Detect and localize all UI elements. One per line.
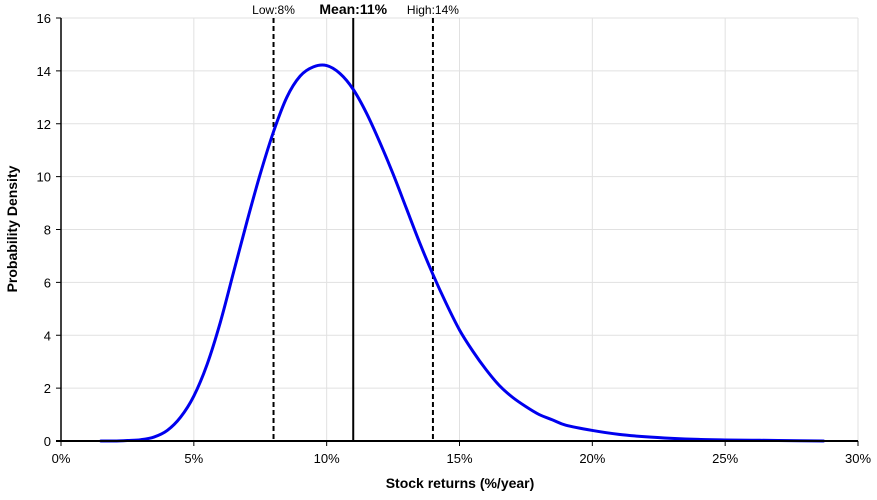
x-tick-label: 0% [52, 451, 71, 466]
y-tick-label: 16 [37, 11, 51, 26]
tick-labels: 0% 5% 10% 15% 20% 25% 30% 0 2 4 6 8 10 12 14 16 [37, 11, 872, 466]
x-tick-label: 30% [845, 451, 871, 466]
marker-label-mean: Mean:11% [319, 1, 387, 17]
marker-label-low: Low:8% [252, 3, 295, 17]
x-tick-label: 20% [579, 451, 605, 466]
x-tick-label: 5% [184, 451, 203, 466]
axes [56, 17, 859, 446]
y-tick-label: 6 [44, 275, 51, 290]
y-tick-label: 12 [37, 117, 51, 132]
y-tick-label: 8 [44, 223, 51, 238]
y-tick-label: 2 [44, 381, 51, 396]
y-tick-label: 4 [44, 328, 51, 343]
marker-label-high: High:14% [407, 3, 459, 17]
x-axis-title: Stock returns (%/year) [386, 475, 535, 491]
y-tick-label: 10 [37, 170, 51, 185]
y-axis-title: Probability Density [4, 165, 20, 292]
density-curve [99, 63, 825, 443]
y-tick-label: 14 [37, 64, 51, 79]
marker-annotations: Low:8% Mean:11% High:14% [252, 1, 459, 17]
x-tick-label: 10% [314, 451, 340, 466]
x-tick-label: 25% [712, 451, 738, 466]
grid-lines [61, 17, 859, 441]
y-tick-label: 0 [44, 434, 51, 449]
series-layer [99, 63, 825, 443]
x-tick-label: 15% [446, 451, 472, 466]
